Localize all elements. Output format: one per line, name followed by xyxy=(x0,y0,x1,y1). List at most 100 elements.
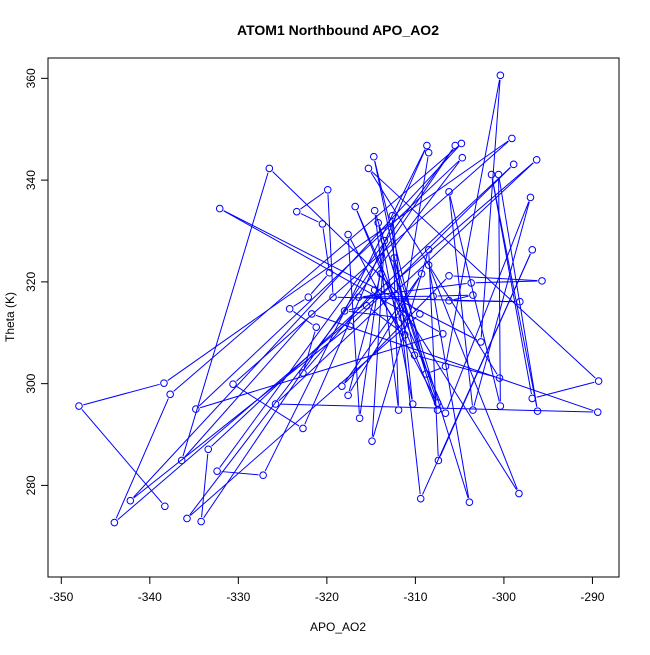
data-point xyxy=(400,331,409,339)
data-point xyxy=(110,518,119,527)
data-point xyxy=(304,293,313,301)
series-line-segment xyxy=(167,140,509,381)
data-point xyxy=(441,362,450,371)
data-point xyxy=(477,338,485,346)
data-point xyxy=(380,236,389,245)
series-line-segment xyxy=(392,220,413,400)
series-line-segment xyxy=(394,262,469,499)
data-point xyxy=(457,139,466,148)
x-tick-label: -320 xyxy=(315,590,339,604)
y-axis: 280 300 320 340 360 xyxy=(24,68,49,495)
series-line-segment xyxy=(422,253,531,495)
data-point xyxy=(183,514,191,523)
series-line-segment xyxy=(236,386,300,427)
y-axis-label: Theta (K) xyxy=(3,292,17,342)
data-point xyxy=(318,220,327,228)
data-point xyxy=(398,314,406,322)
data-point xyxy=(325,268,334,277)
data-point xyxy=(439,329,447,338)
data-point xyxy=(355,414,364,423)
data-point xyxy=(192,405,200,413)
data-point xyxy=(417,269,426,278)
series-line-segment xyxy=(173,146,459,392)
series-line-segment xyxy=(449,196,500,402)
data-point xyxy=(532,155,541,164)
series-line-segment xyxy=(184,316,310,458)
data-point xyxy=(445,296,453,305)
series-line-segment xyxy=(293,299,305,307)
data-point xyxy=(299,369,307,377)
data-point xyxy=(593,408,602,416)
series-line-segment xyxy=(430,367,442,373)
series-line-segment xyxy=(81,409,163,504)
series-line-segment xyxy=(453,275,538,282)
data-point xyxy=(429,292,437,300)
data-point xyxy=(424,246,433,254)
x-axis-label: APO_AO2 xyxy=(310,620,366,634)
data-point xyxy=(374,219,383,227)
data-point xyxy=(469,406,477,414)
data-point xyxy=(494,170,503,179)
data-point xyxy=(515,489,523,498)
series-line-segment xyxy=(344,277,420,383)
series-line-segment xyxy=(491,178,538,407)
series-line-segment xyxy=(337,296,516,303)
series-line-segment xyxy=(437,294,469,297)
data-point xyxy=(528,246,537,254)
series-line-segment xyxy=(480,79,501,338)
series-line-segment xyxy=(198,160,460,407)
data-point xyxy=(354,293,363,301)
data-point xyxy=(329,293,337,301)
data-point xyxy=(424,148,433,157)
series-line-segment xyxy=(219,148,453,468)
series-line-segment xyxy=(189,161,460,516)
data-point xyxy=(346,322,354,330)
series-line-segment xyxy=(115,398,169,519)
series-line-segment xyxy=(498,178,538,407)
data-series xyxy=(75,71,603,527)
data-point xyxy=(388,211,397,220)
series-line-segment xyxy=(428,269,470,498)
data-point xyxy=(528,394,537,403)
series-line-segment xyxy=(303,331,316,369)
series-line-segment xyxy=(117,162,534,521)
series-line-segment xyxy=(310,275,327,295)
data-point xyxy=(299,424,307,433)
series-line-segment xyxy=(236,140,509,382)
data-point xyxy=(370,206,379,215)
data-point xyxy=(416,310,424,318)
data-point xyxy=(197,517,205,526)
series-line-segment xyxy=(349,238,436,400)
series-line-segment xyxy=(133,328,347,499)
series-line-segment xyxy=(445,79,501,363)
data-point xyxy=(441,409,450,417)
data-point xyxy=(516,297,524,306)
series-line-segment xyxy=(363,295,429,298)
y-tick-label: 280 xyxy=(24,475,38,495)
series-line-segment xyxy=(182,172,269,457)
data-point xyxy=(451,141,460,150)
series-line-segment xyxy=(446,201,530,410)
data-point xyxy=(285,305,294,313)
series-line-segment xyxy=(475,280,538,284)
data-point xyxy=(351,202,359,211)
x-tick-label: -310 xyxy=(403,590,427,604)
series-line-segment xyxy=(190,316,417,516)
series-line-segment xyxy=(394,262,421,495)
data-point xyxy=(424,261,433,269)
data-point xyxy=(423,141,431,150)
series-line-segment xyxy=(280,403,594,413)
data-point xyxy=(166,390,174,399)
series-line-segment xyxy=(498,179,501,402)
series-line-segment xyxy=(293,310,313,326)
series-line-segment xyxy=(327,194,334,293)
data-point xyxy=(433,399,442,407)
data-point xyxy=(538,277,546,285)
x-tick-label: -350 xyxy=(49,590,73,604)
series-line-segment xyxy=(429,269,518,490)
y-tick-label: 340 xyxy=(24,170,38,190)
data-point xyxy=(312,323,321,331)
series-line-segment xyxy=(272,171,417,312)
series-line-segment xyxy=(348,306,363,311)
